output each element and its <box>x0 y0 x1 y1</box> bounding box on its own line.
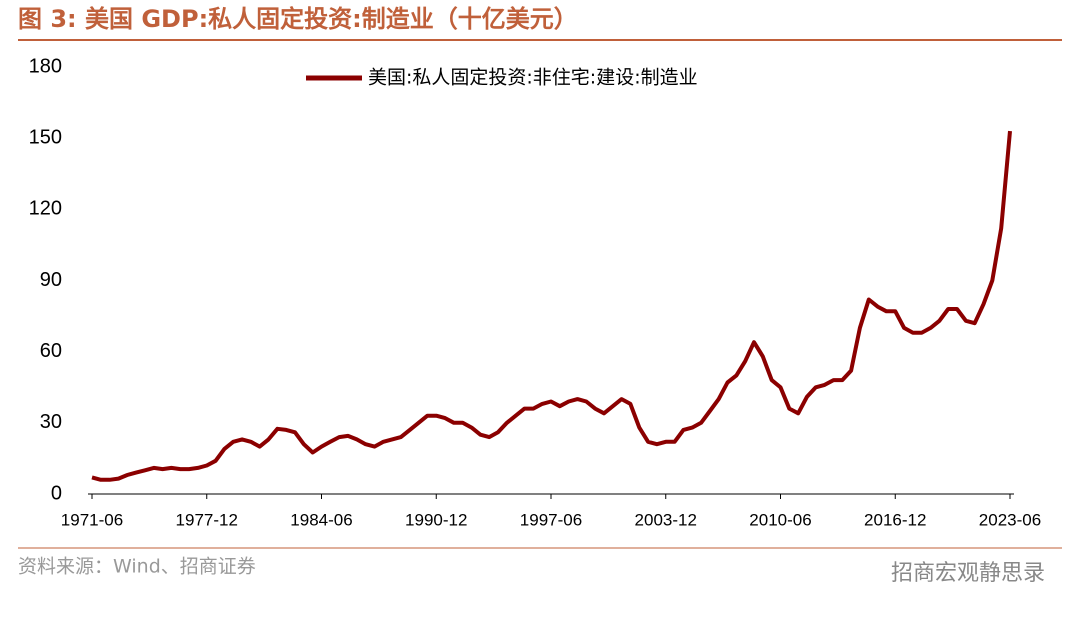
y-tick-label: 60 <box>40 340 62 362</box>
y-tick-label: 30 <box>40 411 62 433</box>
x-tick-label: 1971-06 <box>61 510 123 529</box>
x-tick-label: 1990-12 <box>405 510 467 529</box>
x-tick-label: 2003-12 <box>635 510 697 529</box>
x-tick-label: 1984-06 <box>290 510 352 529</box>
y-tick-label: 150 <box>29 126 62 148</box>
line-series <box>91 130 1012 482</box>
x-tick-label: 2023-06 <box>979 510 1041 529</box>
x-tick-label: 2016-12 <box>864 510 926 529</box>
chart-title: 图 3: 美国 GDP:私人固定投资:制造业（十亿美元） <box>18 5 578 33</box>
y-tick-label: 0 <box>51 482 62 504</box>
source: 资料来源：Wind、招商证券 <box>18 556 256 578</box>
y-tick-label: 180 <box>29 55 62 77</box>
x-tick-label: 1977-12 <box>176 510 238 529</box>
legend-label: 美国:私人固定投资:非住宅:建设:制造业 <box>368 67 698 89</box>
y-tick-label: 90 <box>40 269 62 291</box>
x-tick-label: 2010-06 <box>749 510 811 529</box>
watermark: 招商宏观静思录 <box>891 561 1045 586</box>
x-tick-label: 1997-06 <box>520 510 582 529</box>
y-tick-label: 120 <box>29 198 62 220</box>
